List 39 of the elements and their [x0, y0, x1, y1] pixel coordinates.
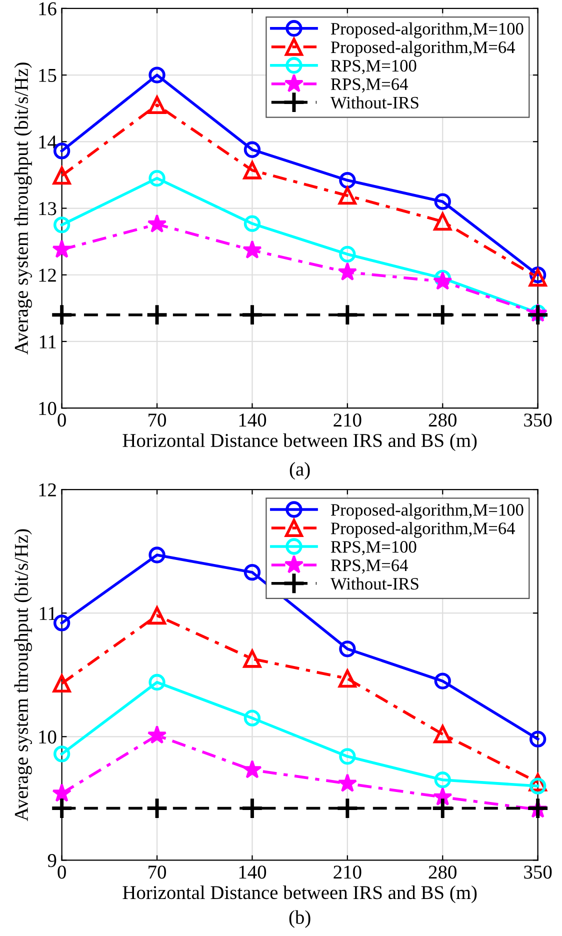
y-tick-label: 13	[39, 202, 56, 216]
x-tick-label: 350	[524, 414, 552, 427]
legend-label: Without-IRS	[330, 577, 418, 590]
x-tick-label: 0	[58, 866, 66, 879]
y-axis-title: Average system throughput (bit/s/Hz)	[14, 62, 32, 355]
legend-label: Proposed-algorithm,M=100	[330, 504, 524, 520]
x-tick-label: 280	[428, 866, 456, 879]
legend-label: Proposed-algorithm,M=100	[330, 22, 524, 38]
legend-label: Without-IRS	[330, 96, 418, 109]
x-tick-label: 210	[334, 866, 362, 879]
x-tick-label: 140	[239, 414, 266, 427]
legend-label: RPS,M=64	[330, 560, 408, 574]
y-tick-label: 15	[39, 68, 56, 82]
x-tick-label: 140	[239, 866, 266, 879]
legend-label: Proposed-algorithm,M=64	[330, 40, 515, 57]
y-tick-label: 10	[39, 730, 56, 744]
text: (a)	[290, 462, 310, 480]
x-tick-label: 0	[58, 414, 66, 427]
y-tick-label: 11	[40, 335, 56, 348]
legend-label: RPS,M=100	[330, 60, 416, 74]
x-axis-title: Horizontal Distance between IRS and BS (m)	[122, 433, 477, 451]
y-tick-label: 16	[39, 2, 56, 16]
y-tick-label: 9	[48, 854, 56, 868]
x-tick-label: 350	[524, 866, 552, 879]
x-tick-label: 210	[334, 414, 362, 427]
y-tick-label: 12	[39, 268, 56, 282]
y-tick-label: 12	[39, 483, 56, 496]
legend-label: RPS,M=64	[330, 78, 408, 93]
x-tick-label: 70	[148, 866, 166, 879]
legend-label: RPS,M=100	[330, 541, 416, 556]
x-tick-label: 70	[148, 414, 166, 427]
x-axis-title: Horizontal Distance between IRS and BS (m)	[122, 885, 477, 904]
x-tick-label: 280	[428, 414, 456, 427]
y-tick-label: 14	[39, 136, 57, 148]
y-tick-label: 11	[40, 606, 56, 620]
y-tick-label: 10	[39, 402, 56, 416]
text: (b)	[289, 910, 310, 928]
y-axis-title: Average system throughput (bit/s/Hz)	[14, 529, 32, 822]
legend-label: Proposed-algorithm,M=64	[330, 522, 515, 538]
